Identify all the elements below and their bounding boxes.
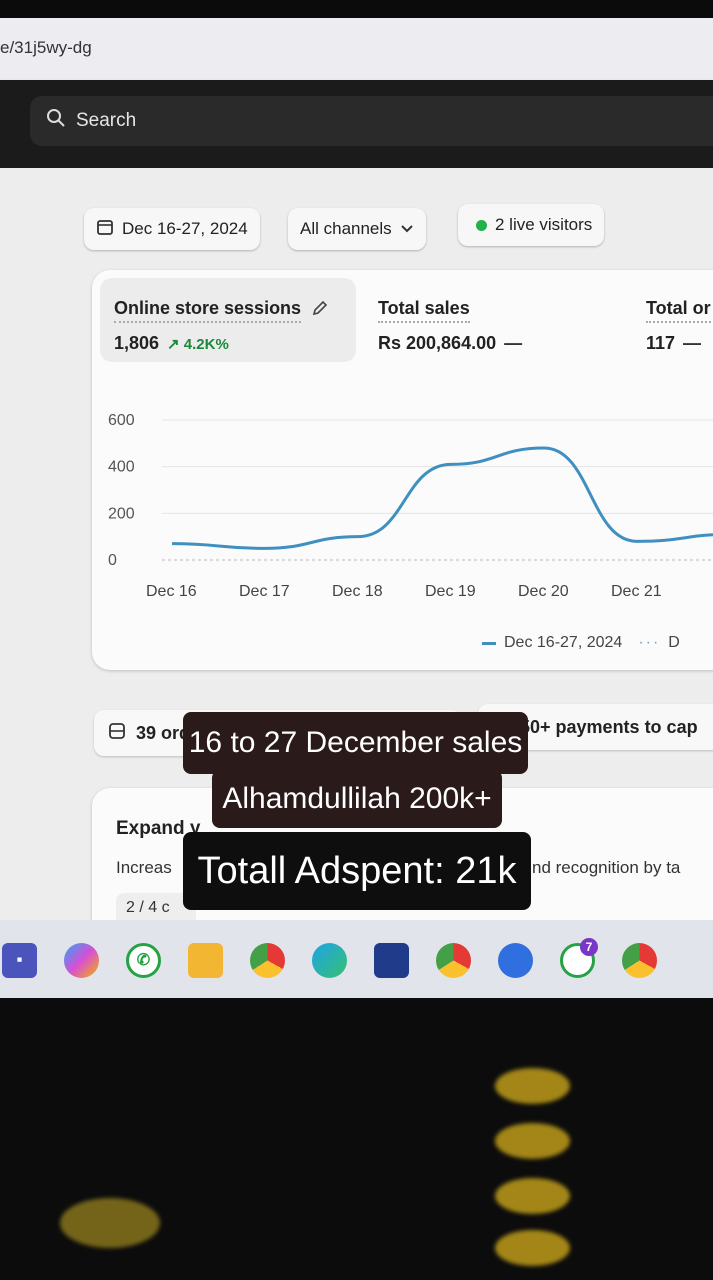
metric-label: Online store sessions [114,298,302,323]
orders-icon [108,722,126,745]
search-input[interactable]: Search [30,96,713,146]
chrome-alt-icon[interactable] [622,942,657,978]
laptop-reflection-area [0,998,713,1280]
sessions-chart-card: Online store sessions 1,806 ↗ 4.2K% Tota… [92,270,713,670]
phone-glyph-icon: ✆ [136,952,151,969]
chevron-down-icon [400,219,414,239]
x-tick-label: Dec 19 [425,583,476,600]
metric-delta: — [504,333,523,353]
calendar-icon [96,218,114,241]
copilot-icon[interactable] [64,942,99,978]
url-text: e/31j5wy-dg [0,38,92,57]
metric-value: 117 [646,333,676,353]
metric-total-orders[interactable]: Total or 117 — [632,278,713,362]
metric-delta: — [683,333,702,353]
whatsapp-icon[interactable]: ✆ [126,942,161,978]
date-range-label: Dec 16-27, 2024 [122,219,248,238]
chrome-profile-icon[interactable] [436,942,471,978]
sessions-line-chart: 0 200 400 600 Dec 16 Dec 17 Dec 18 Dec 19 Dec 20… [108,412,713,600]
chrome-remote-icon[interactable] [498,942,533,978]
metric-label: Total sales [378,298,470,323]
channels-label: All channels [300,219,392,238]
metric-value: 1,806 [114,333,160,353]
expand-card-title: Expand y [116,818,201,839]
whatsapp-badge-icon[interactable]: 7 [560,937,598,978]
notification-badge: 7 [580,937,598,956]
series-line [171,446,713,550]
x-tick-label: Dec 16 [146,583,197,600]
live-visitors-button[interactable]: 2 live visitors [458,204,605,246]
search-icon [46,108,66,134]
metric-online-sessions[interactable]: Online store sessions 1,806 ↗ 4.2K% [100,278,356,362]
live-visitors-label: 2 live visitors [495,215,593,234]
reflection-blob [495,1230,570,1266]
chrome-icon[interactable] [250,942,285,978]
x-tick-label: Dec 20 [518,583,569,600]
edge-icon[interactable] [312,942,347,978]
metric-value: Rs 200,864.00 [378,333,497,353]
metric-label: Total or [646,298,711,323]
reflection-blob [495,1178,570,1214]
progress-badge: 2 / 4 c [116,893,196,925]
caption-line-3: Totall Adspent: 21k [183,832,531,910]
chart-legend: Dec 16-27, 2024 ··· D [482,634,680,652]
legend-previous-label: D [668,634,680,651]
y-tick-label: 0 [108,552,117,569]
x-tick-label: Dec 18 [332,583,383,600]
live-indicator-icon [476,219,487,231]
date-range-button[interactable]: Dec 16-27, 2024 [84,208,260,250]
y-tick-label: 200 [108,505,135,522]
payments-label: 50+ payments to cap [520,716,698,737]
reflection-blob [495,1123,570,1159]
metric-delta: ↗ 4.2K% [167,335,229,353]
y-tick-label: 400 [108,459,135,476]
legend-line-swatch [482,641,496,645]
caption-line-2: Alhamdullilah 200k+ [212,770,502,828]
admin-topbar: Search [0,80,713,168]
expand-card-desc-left: Increas [116,858,172,877]
windows-taskbar: ▪ ✆ 7 [0,920,713,998]
legend-current-label: Dec 16-27, 2024 [504,634,623,651]
expand-card-desc-right: nd recognition by ta [532,858,681,877]
browser-url-bar[interactable]: e/31j5wy-dg [0,18,713,78]
file-explorer-icon[interactable] [188,942,223,978]
reflection-blob [60,1198,160,1248]
reflection-blob [495,1068,570,1104]
y-tick-label: 600 [108,412,135,429]
channels-dropdown[interactable]: All channels [288,208,426,250]
legend-current: Dec 16-27, 2024 [482,634,622,652]
teams-icon[interactable]: ▪ [2,942,37,978]
x-tick-label: Dec 17 [239,583,290,600]
laptop-screen: e/31j5wy-dg Search Dec 16-27, 2024 All c… [0,18,713,998]
legend-dotted-swatch: ··· [638,634,661,651]
store-icon[interactable] [374,942,409,978]
metric-total-sales[interactable]: Total sales Rs 200,864.00 — [364,278,614,362]
x-tick-label: Dec 21 [611,583,662,600]
legend-previous: ··· D [638,634,680,652]
search-placeholder: Search [76,110,137,131]
caption-line-1: 16 to 27 December sales [183,712,528,774]
pencil-icon[interactable] [311,299,329,322]
